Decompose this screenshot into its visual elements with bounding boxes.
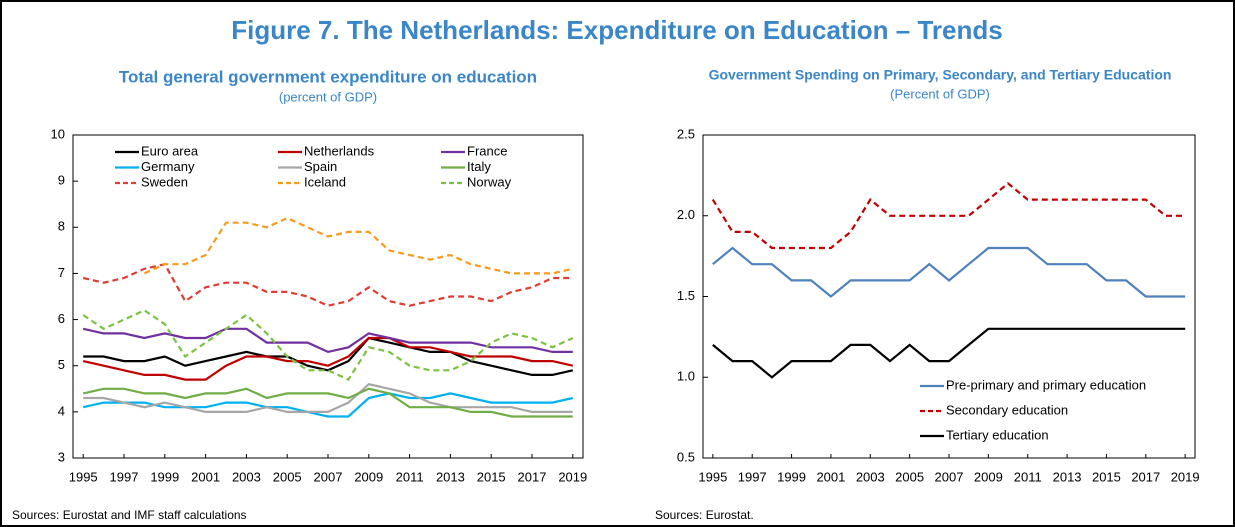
- x-tick-label: 2011: [396, 469, 424, 484]
- y-tick-label: 6: [58, 311, 65, 326]
- x-tick-label: 2007: [314, 469, 343, 484]
- legend-label: Sweden: [141, 174, 188, 189]
- legend-label: Netherlands: [304, 143, 375, 158]
- legend-label: Euro area: [141, 143, 199, 158]
- y-tick-label: 8: [58, 219, 65, 234]
- x-tick-label: 2011: [1014, 469, 1042, 484]
- legend-label: Norway: [467, 174, 512, 189]
- y-tick-label: 5: [58, 357, 65, 372]
- y-tick-label: 1.0: [677, 369, 695, 384]
- chart-subtitle: (Percent of GDP): [890, 86, 990, 101]
- series-line: [82, 336, 574, 381]
- x-tick-label: 2001: [816, 469, 845, 484]
- y-tick-label: 3: [58, 449, 65, 464]
- y-tick-label: 4: [58, 403, 65, 418]
- x-tick-label: 2001: [191, 469, 220, 484]
- x-tick-label: 2003: [232, 469, 261, 484]
- y-tick-label: 2.0: [677, 207, 695, 222]
- x-tick-label: 1999: [777, 469, 806, 484]
- x-tick-label: 1997: [738, 469, 767, 484]
- series-line: [143, 216, 574, 275]
- legend-label: Secondary education: [946, 402, 1068, 417]
- x-tick-label: 2009: [354, 469, 383, 484]
- series-line: [82, 392, 574, 418]
- series-line: [712, 246, 1186, 298]
- x-tick-label: 2015: [477, 469, 506, 484]
- x-tick-label: 2005: [895, 469, 924, 484]
- y-tick-label: 0.5: [677, 449, 695, 464]
- y-tick-label: 2.5: [677, 126, 695, 141]
- series-line: [82, 387, 573, 418]
- x-tick-label: 2005: [273, 469, 302, 484]
- x-tick-label: 1997: [110, 469, 139, 484]
- legend-label: Pre-primary and primary education: [946, 377, 1146, 392]
- y-tick-label: 1.5: [677, 288, 695, 303]
- legend-label: Iceland: [304, 174, 346, 189]
- x-tick-label: 2003: [856, 469, 885, 484]
- legend-label: France: [467, 143, 507, 158]
- source-note: Sources: Eurostat.: [655, 508, 754, 522]
- series-line: [82, 309, 574, 381]
- x-tick-label: 2019: [1171, 469, 1200, 484]
- x-tick-label: 2013: [436, 469, 465, 484]
- x-tick-label: 1995: [69, 469, 98, 484]
- figure-title: Figure 7. The Netherlands: Expenditure o…: [231, 15, 1002, 45]
- x-tick-label: 2019: [558, 469, 587, 484]
- legend-label: Spain: [304, 159, 337, 174]
- x-tick-label: 2009: [974, 469, 1003, 484]
- series-line: [83, 336, 574, 376]
- x-tick-label: 2007: [935, 469, 964, 484]
- x-tick-label: 1999: [150, 469, 179, 484]
- series-line: [82, 327, 573, 354]
- series-line: [712, 327, 1186, 379]
- y-tick-label: 10: [51, 126, 65, 141]
- source-note: Sources: Eurostat and IMF staff calculat…: [12, 508, 247, 522]
- chart-subtitle: (percent of GDP): [279, 89, 377, 104]
- x-tick-label: 2013: [1053, 469, 1082, 484]
- x-tick-label: 2017: [518, 469, 547, 484]
- chart-title: Government Spending on Primary, Secondar…: [709, 67, 1172, 83]
- y-tick-label: 7: [58, 265, 65, 280]
- series-line: [83, 383, 573, 413]
- x-tick-label: 2015: [1092, 469, 1121, 484]
- chart-title: Total general government expenditure on …: [119, 67, 537, 86]
- x-tick-label: 1995: [698, 469, 727, 484]
- x-tick-label: 2017: [1131, 469, 1160, 484]
- y-tick-label: 9: [58, 173, 65, 188]
- legend-label: Italy: [467, 159, 491, 174]
- legend-label: Tertiary education: [946, 427, 1049, 442]
- series-line: [711, 181, 1186, 250]
- legend-label: Germany: [141, 159, 195, 174]
